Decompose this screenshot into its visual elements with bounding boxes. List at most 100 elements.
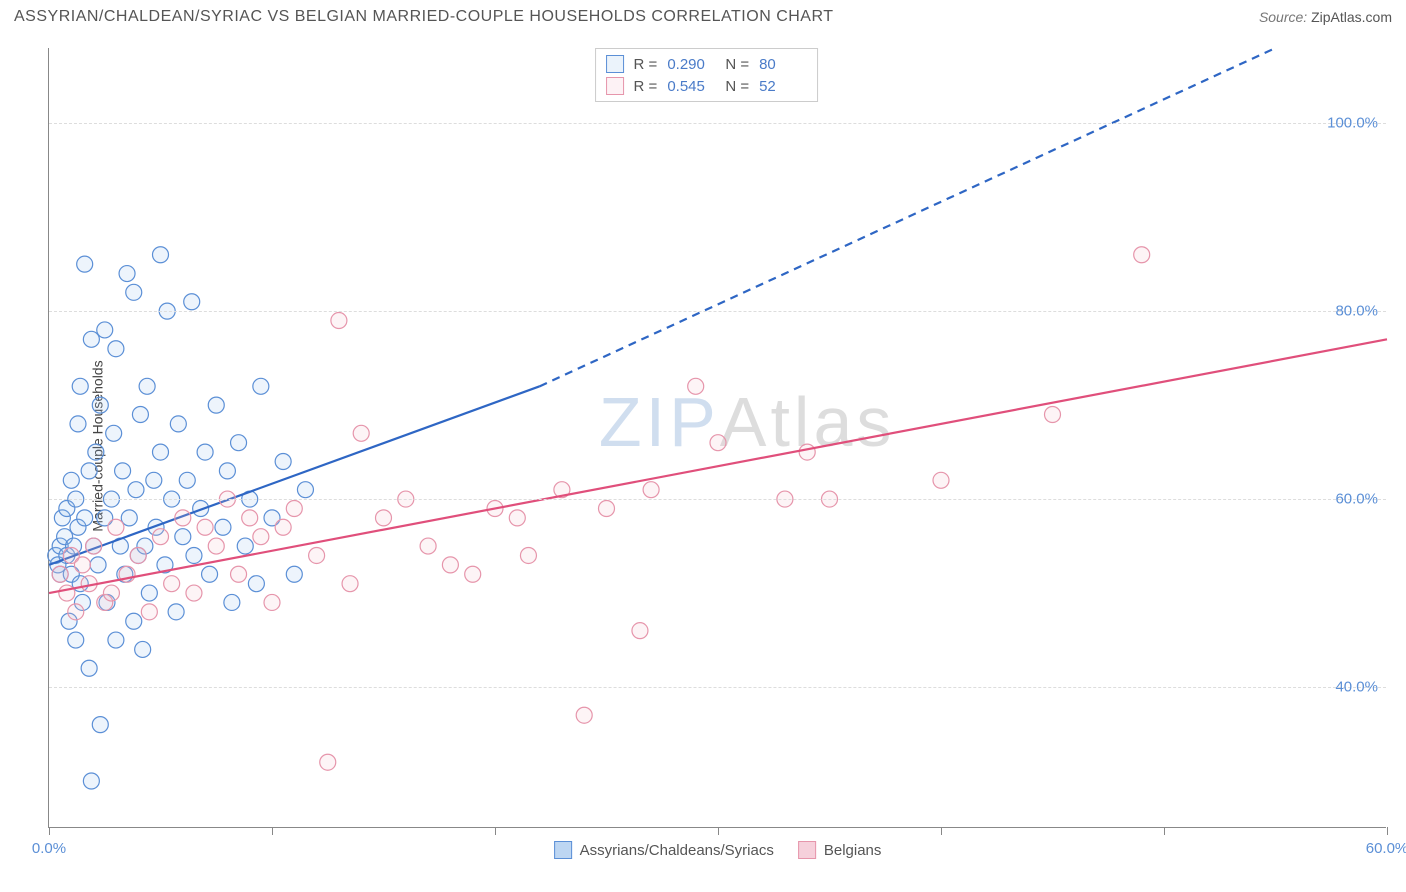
legend-stats: R = 0.290N = 80R = 0.545N = 52 bbox=[595, 48, 819, 102]
data-point bbox=[81, 463, 97, 479]
data-point bbox=[126, 613, 142, 629]
data-point bbox=[231, 566, 247, 582]
source-label: Source: bbox=[1259, 9, 1307, 25]
ytick-label: 60.0% bbox=[1335, 491, 1378, 508]
xtick bbox=[1164, 827, 1165, 835]
data-point bbox=[52, 566, 68, 582]
data-point bbox=[520, 547, 536, 563]
data-point bbox=[139, 378, 155, 394]
data-point bbox=[175, 529, 191, 545]
data-point bbox=[153, 529, 169, 545]
data-point bbox=[70, 416, 86, 432]
data-point bbox=[88, 444, 104, 460]
ytick-label: 80.0% bbox=[1335, 303, 1378, 320]
stat-n-value: 80 bbox=[759, 56, 807, 73]
data-point bbox=[164, 576, 180, 592]
data-point bbox=[576, 707, 592, 723]
data-point bbox=[286, 566, 302, 582]
data-point bbox=[1134, 247, 1150, 263]
data-point bbox=[184, 294, 200, 310]
data-point bbox=[115, 463, 131, 479]
data-point bbox=[275, 519, 291, 535]
data-point bbox=[688, 378, 704, 394]
data-point bbox=[320, 754, 336, 770]
data-point bbox=[1045, 407, 1061, 423]
data-point bbox=[442, 557, 458, 573]
stat-n-label: N = bbox=[725, 56, 749, 73]
xtick bbox=[941, 827, 942, 835]
data-point bbox=[68, 632, 84, 648]
data-point bbox=[83, 331, 99, 347]
legend-item: Assyrians/Chaldeans/Syriacs bbox=[554, 841, 774, 859]
data-point bbox=[186, 585, 202, 601]
chart-svg bbox=[49, 48, 1386, 827]
data-point bbox=[353, 425, 369, 441]
data-point bbox=[68, 604, 84, 620]
data-point bbox=[92, 397, 108, 413]
data-point bbox=[248, 576, 264, 592]
legend-series: Assyrians/Chaldeans/Syriacs Belgians bbox=[554, 841, 882, 859]
data-point bbox=[97, 322, 113, 338]
xtick bbox=[718, 827, 719, 835]
data-point bbox=[179, 472, 195, 488]
data-point bbox=[77, 256, 93, 272]
stat-n-label: N = bbox=[725, 78, 749, 95]
data-point bbox=[90, 557, 106, 573]
data-point bbox=[242, 510, 258, 526]
stat-r-value: 0.290 bbox=[667, 56, 715, 73]
gridline-h bbox=[49, 687, 1386, 688]
data-point bbox=[275, 453, 291, 469]
data-point bbox=[342, 576, 358, 592]
data-point bbox=[208, 397, 224, 413]
data-point bbox=[286, 500, 302, 516]
data-point bbox=[108, 519, 124, 535]
chart-source: Source: ZipAtlas.com bbox=[1259, 9, 1392, 25]
gridline-h bbox=[49, 311, 1386, 312]
xtick bbox=[49, 827, 50, 835]
legend-swatch bbox=[554, 841, 572, 859]
data-point bbox=[208, 538, 224, 554]
legend-item: Belgians bbox=[798, 841, 882, 859]
data-point bbox=[632, 623, 648, 639]
data-point bbox=[83, 773, 99, 789]
chart-title: ASSYRIAN/CHALDEAN/SYRIAC VS BELGIAN MARR… bbox=[14, 8, 834, 26]
legend-swatch bbox=[606, 55, 624, 73]
data-point bbox=[253, 529, 269, 545]
data-point bbox=[108, 341, 124, 357]
data-point bbox=[264, 594, 280, 610]
data-point bbox=[141, 604, 157, 620]
data-point bbox=[59, 585, 75, 601]
regression-line bbox=[49, 339, 1387, 593]
data-point bbox=[933, 472, 949, 488]
data-point bbox=[224, 594, 240, 610]
data-point bbox=[202, 566, 218, 582]
data-point bbox=[135, 641, 151, 657]
legend-stat-row: R = 0.290 N = 80 bbox=[606, 53, 808, 75]
data-point bbox=[237, 538, 253, 554]
data-point bbox=[420, 538, 436, 554]
stat-r-label: R = bbox=[634, 78, 658, 95]
gridline-h bbox=[49, 123, 1386, 124]
data-point bbox=[63, 472, 79, 488]
xtick-label: 0.0% bbox=[32, 840, 66, 857]
data-point bbox=[74, 557, 90, 573]
data-point bbox=[309, 547, 325, 563]
stat-r-value: 0.545 bbox=[667, 78, 715, 95]
ytick-label: 100.0% bbox=[1327, 115, 1378, 132]
data-point bbox=[146, 472, 162, 488]
data-point bbox=[72, 378, 88, 394]
data-point bbox=[170, 416, 186, 432]
gridline-h bbox=[49, 499, 1386, 500]
data-point bbox=[153, 444, 169, 460]
legend-stat-row: R = 0.545N = 52 bbox=[606, 75, 808, 97]
stat-r-label: R = bbox=[634, 56, 658, 73]
xtick bbox=[272, 827, 273, 835]
data-point bbox=[186, 547, 202, 563]
data-point bbox=[219, 463, 235, 479]
data-point bbox=[253, 378, 269, 394]
data-point bbox=[108, 632, 124, 648]
data-point bbox=[168, 604, 184, 620]
data-point bbox=[197, 444, 213, 460]
chart-header: ASSYRIAN/CHALDEAN/SYRIAC VS BELGIAN MARR… bbox=[0, 0, 1406, 32]
data-point bbox=[599, 500, 615, 516]
